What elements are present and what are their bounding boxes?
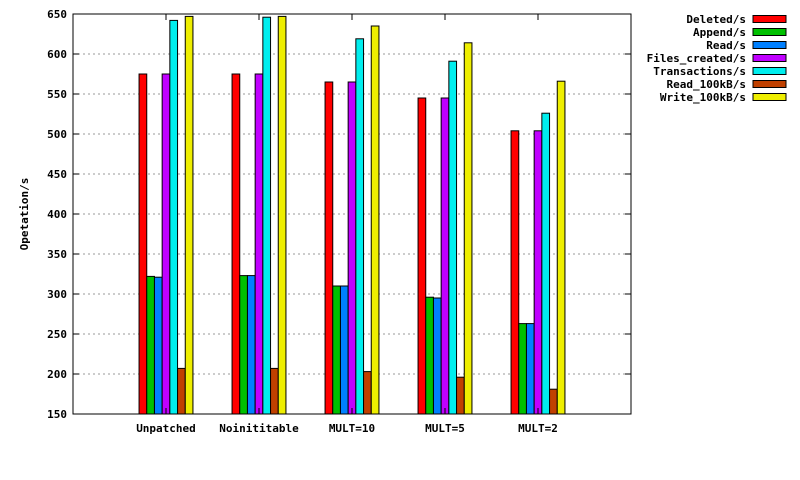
bar-read-s-mult-2 bbox=[525, 323, 535, 415]
bar-transactions-s-mult-5 bbox=[448, 60, 458, 415]
x-tick-label: Unpatched bbox=[136, 422, 196, 435]
y-tick-label: 550 bbox=[47, 88, 67, 101]
bar-read-100kb-s-mult-2 bbox=[549, 388, 558, 415]
bar-transactions-s-unpatched bbox=[169, 19, 179, 415]
bar-transactions-s-noinititable bbox=[262, 16, 272, 415]
x-tick-label: MULT=5 bbox=[425, 422, 465, 435]
y-tick-label: 350 bbox=[47, 248, 67, 261]
bar-deleted-s-mult-5 bbox=[417, 97, 427, 415]
y-tick-label: 150 bbox=[47, 408, 67, 421]
y-tick-label: 300 bbox=[47, 288, 67, 301]
bar-read-s-mult-5 bbox=[432, 297, 442, 415]
plot-border bbox=[72, 13, 632, 415]
bar-deleted-s-mult-10 bbox=[324, 81, 334, 415]
y-tick-label: 450 bbox=[47, 168, 67, 181]
legend-swatch bbox=[752, 41, 787, 49]
bar-append-s-mult-5 bbox=[425, 296, 434, 415]
bar-transactions-s-mult-10 bbox=[355, 38, 365, 415]
legend-label: Transactions/s bbox=[653, 65, 746, 78]
bar-transactions-s-mult-2 bbox=[541, 112, 551, 415]
bar-append-s-unpatched bbox=[146, 275, 155, 415]
bar-read-s-mult-10 bbox=[339, 285, 349, 415]
legend-label: Write_100kB/s bbox=[660, 91, 746, 104]
bar-write-100kb-s-mult-2 bbox=[556, 80, 566, 415]
y-axis-label: Opetation/s bbox=[18, 178, 31, 251]
legend-swatch bbox=[752, 54, 787, 62]
legend-label: Read_100kB/s bbox=[667, 78, 746, 91]
x-tick-label: Noinititable bbox=[219, 422, 299, 435]
bar-files-created-s-mult-2 bbox=[533, 130, 543, 415]
bar-write-100kb-s-unpatched bbox=[184, 15, 194, 415]
legend-swatch bbox=[752, 93, 787, 101]
legend-swatch bbox=[752, 80, 787, 88]
tick-labels: 150 200 250 300 350 400 450 500 550 600 650 Unpatch… bbox=[47, 8, 558, 435]
bar-read-100kb-s-mult-10 bbox=[363, 371, 372, 415]
x-tick-label: MULT=2 bbox=[518, 422, 558, 435]
legend-label: Append/s bbox=[693, 26, 746, 39]
bar-files-created-s-mult-5 bbox=[440, 97, 450, 415]
bar-files-created-s-mult-10 bbox=[347, 81, 357, 415]
y-tick-label: 200 bbox=[47, 368, 67, 381]
bar-files-created-s-unpatched bbox=[161, 73, 171, 415]
x-tick-label: MULT=10 bbox=[329, 422, 375, 435]
legend-swatch bbox=[752, 28, 787, 36]
legend-swatch bbox=[752, 67, 787, 75]
bar-append-s-noinititable bbox=[239, 275, 248, 415]
y-tick-label: 500 bbox=[47, 128, 67, 141]
legend: Deleted/sAppend/sRead/sFiles_created/sTr… bbox=[647, 13, 787, 104]
bar-deleted-s-mult-2 bbox=[510, 130, 520, 415]
bar-read-s-unpatched bbox=[153, 276, 163, 415]
bar-read-100kb-s-noinititable bbox=[270, 367, 279, 415]
bars bbox=[138, 15, 566, 415]
legend-swatch bbox=[752, 15, 787, 23]
axes bbox=[72, 13, 632, 415]
bar-write-100kb-s-noinititable bbox=[277, 15, 287, 415]
bar-read-100kb-s-mult-5 bbox=[456, 376, 465, 415]
bar-deleted-s-unpatched bbox=[138, 73, 148, 415]
bar-files-created-s-noinititable bbox=[254, 73, 264, 415]
bar-append-s-mult-10 bbox=[332, 285, 341, 415]
bar-write-100kb-s-mult-5 bbox=[463, 42, 473, 415]
bar-read-s-noinititable bbox=[246, 275, 256, 415]
legend-label: Read/s bbox=[706, 39, 746, 52]
legend-label: Deleted/s bbox=[686, 13, 746, 26]
y-tick-label: 650 bbox=[47, 8, 67, 21]
bar-deleted-s-noinititable bbox=[231, 73, 241, 415]
bar-read-100kb-s-unpatched bbox=[177, 367, 186, 415]
y-tick-label: 400 bbox=[47, 208, 67, 221]
legend-label: Files_created/s bbox=[647, 52, 746, 65]
bar-append-s-mult-2 bbox=[518, 323, 527, 415]
y-tick-label: 250 bbox=[47, 328, 67, 341]
y-tick-label: 600 bbox=[47, 48, 67, 61]
bar-write-100kb-s-mult-10 bbox=[370, 25, 380, 415]
